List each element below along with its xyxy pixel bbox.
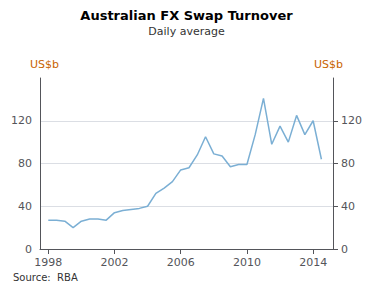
svg-text:40: 40 (341, 200, 355, 213)
svg-text:Source: RBA: Source: RBA (13, 272, 78, 283)
svg-text:0: 0 (341, 243, 348, 256)
svg-text:US$b: US$b (314, 58, 343, 71)
svg-text:40: 40 (18, 200, 32, 213)
svg-text:120: 120 (11, 114, 32, 127)
svg-text:Australian FX Swap Turnover: Australian FX Swap Turnover (80, 8, 293, 23)
svg-text:2006: 2006 (167, 256, 195, 269)
svg-text:1998: 1998 (34, 256, 62, 269)
svg-text:2014: 2014 (299, 256, 327, 269)
svg-text:2002: 2002 (100, 256, 128, 269)
svg-text:80: 80 (18, 157, 32, 170)
svg-text:2010: 2010 (233, 256, 261, 269)
svg-text:0: 0 (25, 243, 32, 256)
svg-text:120: 120 (341, 114, 362, 127)
svg-text:US$b: US$b (30, 58, 59, 71)
svg-text:80: 80 (341, 157, 355, 170)
svg-text:Daily average: Daily average (148, 25, 225, 38)
